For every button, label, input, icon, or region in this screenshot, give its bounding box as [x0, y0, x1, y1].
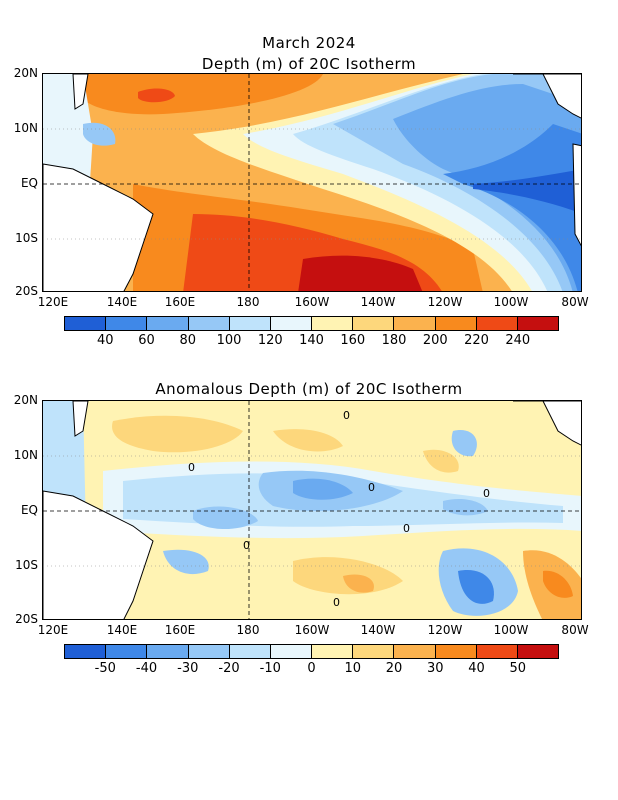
lon-label-120w: 120W: [427, 295, 463, 309]
colorbar-anomaly-swatch: [476, 645, 518, 658]
map-title-date: March 2024: [262, 34, 356, 52]
colorbar-anomaly-tick-label: -20: [218, 661, 240, 676]
colorbar-depth-tick-label: 120: [257, 333, 283, 348]
lat-label-eq-b: EQ: [20, 503, 38, 517]
colorbar-depth-swatch: [106, 317, 148, 330]
lat-label-10n: 10N: [13, 121, 38, 135]
colorbar-depth-swatch: [476, 317, 518, 330]
colorbar-anomaly-swatch: [312, 645, 354, 658]
lon-label-180: 180: [236, 295, 260, 309]
lat-label-eq: EQ: [20, 176, 38, 190]
lat-label-10n-b: 10N: [13, 448, 38, 462]
lat-label-20n: 20N: [13, 66, 38, 80]
lon-label-100w-b: 100W: [493, 623, 529, 637]
colorbar-depth-tick-label: 100: [216, 333, 242, 348]
colorbar-depth-tick-label: 240: [505, 333, 531, 348]
colorbar-anomaly-swatch: [188, 645, 230, 658]
colorbar-anomaly: [64, 644, 559, 659]
lon-label-180-b: 180: [236, 623, 260, 637]
contour-label: 0: [368, 481, 375, 494]
map-title-top: Depth (m) of 20C Isotherm: [201, 55, 417, 73]
colorbar-depth-swatch: [312, 317, 354, 330]
colorbar-anomaly-tick-label: -50: [94, 661, 116, 676]
lon-label-100w: 100W: [493, 295, 529, 309]
colorbar-depth-swatch: [65, 317, 107, 330]
colorbar-depth-tick-label: 200: [422, 333, 448, 348]
colorbar-depth-tick-label: 220: [464, 333, 489, 348]
colorbar-depth-swatch: [229, 317, 271, 330]
colorbar-anomaly-swatch: [435, 645, 477, 658]
lon-label-120e: 120E: [37, 295, 69, 309]
lon-label-80w: 80W: [561, 295, 589, 309]
colorbar-anomaly-tick-label: 0: [307, 661, 316, 676]
contour-label: 0: [333, 596, 340, 609]
colorbar-anomaly-tick-label: -10: [259, 661, 281, 676]
colorbar-depth-swatch: [270, 317, 313, 330]
colorbar-depth: [64, 316, 559, 331]
lon-label-80w-b: 80W: [561, 623, 589, 637]
lon-label-160w: 160W: [294, 295, 330, 309]
contour-label: 0: [403, 522, 410, 535]
lat-label-10s-b: 10S: [15, 558, 38, 572]
lat-label-20n-b: 20N: [13, 393, 38, 407]
map-title-anomaly: Anomalous Depth (m) of 20C Isotherm: [155, 380, 463, 398]
colorbar-anomaly-swatch: [270, 645, 313, 658]
colorbar-anomaly-tick-label: 50: [509, 661, 527, 676]
colorbar-depth-tick-label: 180: [381, 333, 407, 348]
lat-label-10s: 10S: [15, 231, 38, 245]
colorbar-depth-tick-label: 60: [138, 333, 155, 348]
colorbar-depth-swatch: [435, 317, 477, 330]
colorbar-anomaly-tick-label: -30: [177, 661, 199, 676]
contour-label: 0: [243, 539, 250, 552]
colorbar-depth-tick-label: 140: [299, 333, 324, 348]
colorbar-anomaly-swatch: [517, 645, 559, 658]
colorbar-anomaly-tick-label: 30: [426, 661, 444, 676]
colorbar-anomaly-swatch: [106, 645, 148, 658]
colorbar-anomaly-swatch: [353, 645, 395, 658]
colorbar-anomaly-tick-label: 10: [344, 661, 362, 676]
colorbar-depth-swatch: [353, 317, 395, 330]
colorbar-depth-swatch: [394, 317, 436, 330]
lon-label-140e-b: 140E: [106, 623, 138, 637]
lat-label-20s-b: 20S: [15, 612, 38, 626]
colorbar-anomaly-swatch: [147, 645, 189, 658]
colorbar-depth-swatch: [147, 317, 189, 330]
colorbar-depth-tick-label: 40: [96, 333, 114, 348]
colorbar-anomaly-tick-label: 20: [385, 661, 403, 676]
lon-label-140w: 140W: [360, 295, 396, 309]
colorbar-depth-tick-label: 80: [179, 333, 197, 348]
lon-label-140w-b: 140W: [360, 623, 396, 637]
lon-label-120e-b: 120E: [37, 623, 69, 637]
colorbar-depth-swatch: [517, 317, 559, 330]
lon-label-160e: 160E: [164, 295, 196, 309]
lon-label-160w-b: 160W: [294, 623, 330, 637]
colorbar-anomaly-swatch: [229, 645, 271, 658]
lon-label-140e: 140E: [106, 295, 138, 309]
colorbar-anomaly-swatch: [394, 645, 436, 658]
lon-label-120w-b: 120W: [427, 623, 463, 637]
colorbar-anomaly-tick-label: -40: [135, 661, 158, 676]
contour-label: 0: [343, 409, 350, 422]
map-panel-mean-depth: [42, 73, 582, 292]
colorbar-anomaly-tick-label: 40: [468, 661, 485, 676]
colorbar-depth-swatch: [188, 317, 230, 330]
lon-label-160e-b: 160E: [164, 623, 196, 637]
lat-label-20s: 20S: [15, 284, 38, 298]
contour-label: 0: [188, 461, 195, 474]
map-panel-anomaly-depth: 0 0 0 0 0 0 0: [42, 400, 582, 620]
colorbar-anomaly-swatch: [65, 645, 107, 658]
colorbar-depth-tick-label: 160: [340, 333, 366, 348]
contour-label: 0: [483, 487, 490, 500]
